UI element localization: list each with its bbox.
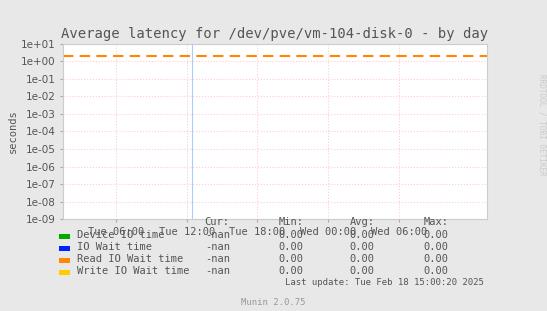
Text: Cur:: Cur: (205, 217, 230, 227)
Text: Read IO Wait time: Read IO Wait time (77, 254, 183, 264)
Text: Last update: Tue Feb 18 15:00:20 2025: Last update: Tue Feb 18 15:00:20 2025 (285, 278, 484, 287)
Text: 0.00: 0.00 (278, 242, 304, 252)
Text: 0.00: 0.00 (350, 266, 375, 276)
Text: -nan: -nan (205, 230, 230, 240)
Text: -nan: -nan (205, 266, 230, 276)
Text: 0.00: 0.00 (423, 254, 449, 264)
Text: 0.00: 0.00 (350, 254, 375, 264)
Text: 0.00: 0.00 (423, 242, 449, 252)
Text: -nan: -nan (205, 254, 230, 264)
Text: 0.00: 0.00 (278, 254, 304, 264)
Text: 0.00: 0.00 (278, 266, 304, 276)
Text: Write IO Wait time: Write IO Wait time (77, 266, 189, 276)
Text: 0.00: 0.00 (423, 230, 449, 240)
Text: RRDTOOL / TOBI OETIKER: RRDTOOL / TOBI OETIKER (538, 73, 546, 175)
Text: Munin 2.0.75: Munin 2.0.75 (241, 298, 306, 307)
Text: 0.00: 0.00 (278, 230, 304, 240)
Text: 0.00: 0.00 (423, 266, 449, 276)
Text: 0.00: 0.00 (350, 230, 375, 240)
Text: Max:: Max: (423, 217, 449, 227)
Text: Device IO time: Device IO time (77, 230, 164, 240)
Text: Min:: Min: (278, 217, 304, 227)
Text: IO Wait time: IO Wait time (77, 242, 152, 252)
Text: Avg:: Avg: (350, 217, 375, 227)
Text: 0.00: 0.00 (350, 242, 375, 252)
Text: -nan: -nan (205, 242, 230, 252)
Title: Average latency for /dev/pve/vm-104-disk-0 - by day: Average latency for /dev/pve/vm-104-disk… (61, 27, 488, 41)
Y-axis label: seconds: seconds (8, 109, 18, 153)
